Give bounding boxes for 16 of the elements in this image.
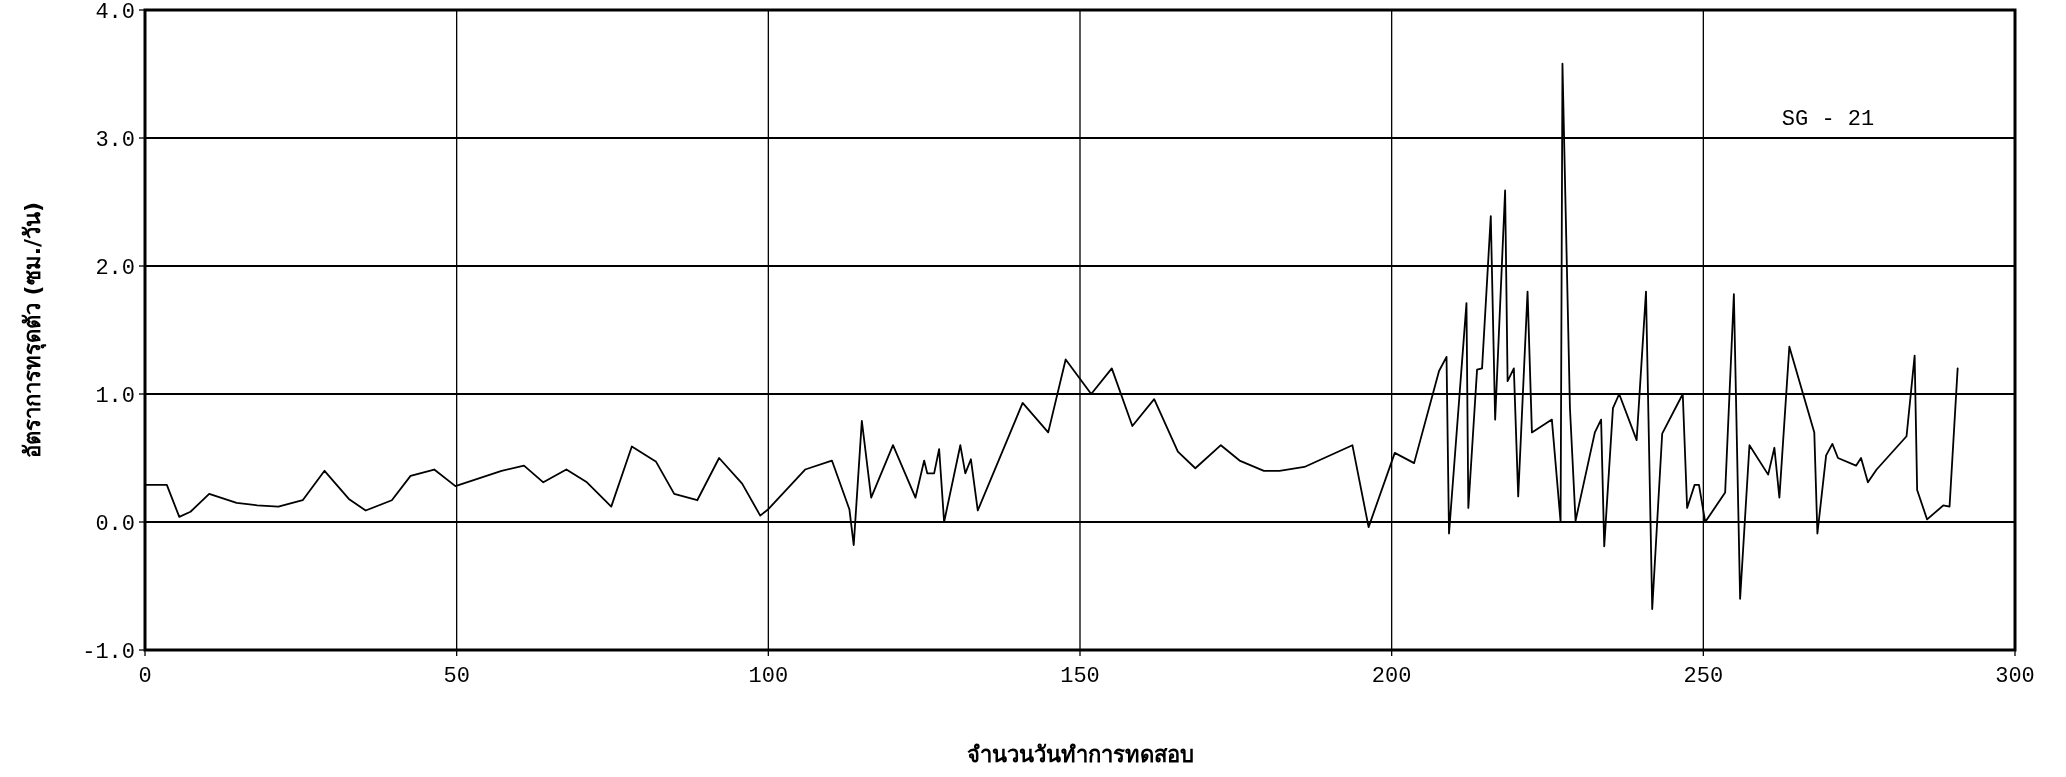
y-tick-label: 3.0 [95,128,135,153]
y-axis-title: อัตราการทรุดตัว (ซม./วัน) [20,201,47,459]
x-tick-label: 300 [1995,664,2035,689]
x-tick-label: 200 [1371,664,1412,689]
y-tick-label: 0.0 [95,512,135,537]
y-tick-label: 4.0 [95,0,135,25]
y-tick-label: 1.0 [95,384,135,409]
x-axis-title: จำนวนวันทำการทดสอบ [966,742,1194,767]
x-tick-label: 0 [138,664,152,689]
x-tick-label: 250 [1683,664,1724,689]
y-tick-label: -1.0 [82,640,135,665]
y-tick-label: 2.0 [95,256,135,281]
x-tick-label: 100 [748,664,789,689]
x-tick-label: 50 [443,664,470,689]
x-tick-label: 150 [1060,664,1100,689]
annotation: SG - 21 [1781,107,1875,133]
